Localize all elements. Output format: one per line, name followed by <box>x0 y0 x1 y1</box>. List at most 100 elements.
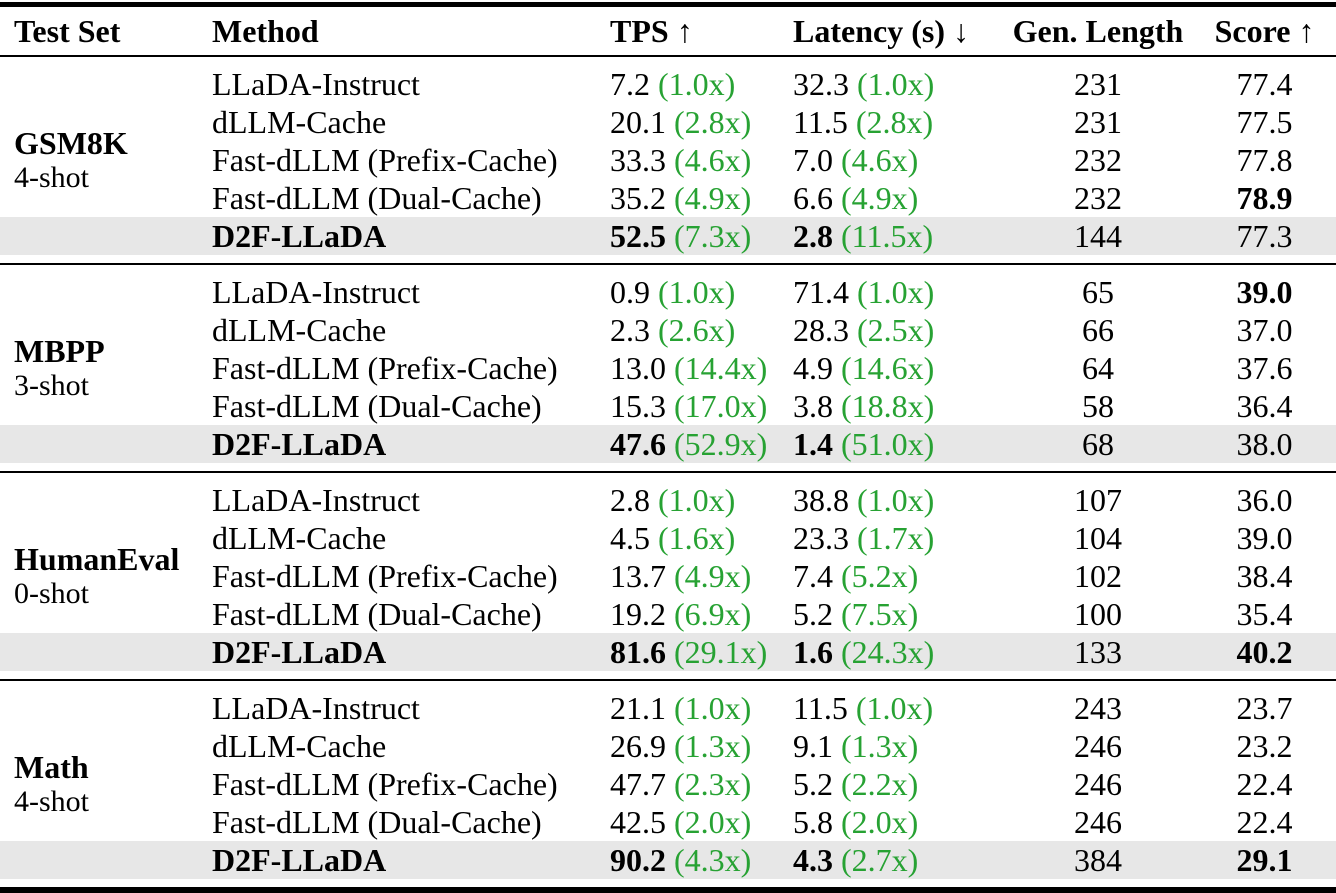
score-cell: 29.1 <box>1236 842 1293 878</box>
tps-value: 26.9 <box>610 728 666 764</box>
tps-cell: 42.5 (2.0x) <box>610 803 793 841</box>
gen-length-cell: 232 <box>1074 180 1122 216</box>
tps-speedup-multiplier: (1.3x) <box>674 728 752 764</box>
tps-value: 4.5 <box>610 520 650 556</box>
latency-cell: 7.0 (4.6x) <box>793 141 1003 179</box>
method-cell: Fast-dLLM (Prefix-Cache) <box>212 766 558 802</box>
latency-value: 5.8 <box>793 804 833 840</box>
tps-value: 21.1 <box>610 690 666 726</box>
latency-speedup-multiplier: (51.0x) <box>841 426 935 462</box>
latency-value: 3.8 <box>793 388 833 424</box>
gen-length-cell: 231 <box>1074 66 1122 102</box>
latency-value: 5.2 <box>793 596 833 632</box>
tps-speedup-multiplier: (2.3x) <box>674 766 752 802</box>
method-cell: Fast-dLLM (Dual-Cache) <box>212 596 542 632</box>
table-header-row: Test Set Method TPS ↑ Latency (s) ↓ Gen.… <box>0 2 1336 57</box>
col-header-tps: TPS ↑ <box>610 13 693 49</box>
latency-value: 32.3 <box>793 66 849 102</box>
latency-value: 23.3 <box>793 520 849 556</box>
tps-value: 42.5 <box>610 804 666 840</box>
latency-value: 1.4 <box>793 426 833 462</box>
tps-speedup-multiplier: (4.9x) <box>674 558 752 594</box>
test-set-cell: HumanEval 0-shot <box>0 481 212 671</box>
gen-length-cell: 65 <box>1082 274 1114 310</box>
gen-length-cell: 384 <box>1074 842 1122 878</box>
method-cell: LLaDA-Instruct <box>212 274 420 310</box>
tps-speedup-multiplier: (17.0x) <box>674 388 768 424</box>
method-cell: Fast-dLLM (Dual-Cache) <box>212 388 542 424</box>
col-header-test-set: Test Set <box>14 13 121 49</box>
gen-length-cell: 144 <box>1074 218 1122 254</box>
score-cell: 77.5 <box>1236 104 1293 140</box>
gen-length-cell: 100 <box>1074 596 1122 632</box>
tps-value: 13.0 <box>610 350 666 386</box>
tps-value: 20.1 <box>610 104 666 140</box>
highlight-row-band <box>0 217 1336 255</box>
latency-speedup-multiplier: (5.2x) <box>841 558 919 594</box>
tps-speedup-multiplier: (14.4x) <box>674 350 768 386</box>
method-cell: D2F-LLaDA <box>212 218 387 254</box>
tps-cell: 21.1 (1.0x) <box>610 689 793 727</box>
latency-cell: 23.3 (1.7x) <box>793 519 1003 557</box>
latency-speedup-multiplier: (2.2x) <box>841 766 919 802</box>
method-cell: D2F-LLaDA <box>212 426 387 462</box>
latency-cell: 11.5 (2.8x) <box>793 103 1003 141</box>
gen-length-cell: 104 <box>1074 520 1122 556</box>
tps-cell: 52.5 (7.3x) <box>610 217 793 255</box>
method-cell: LLaDA-Instruct <box>212 66 420 102</box>
test-set-cell: MBPP 3-shot <box>0 273 212 463</box>
latency-value: 11.5 <box>793 104 848 140</box>
tps-value: 15.3 <box>610 388 666 424</box>
score-cell: 39.0 <box>1236 520 1293 556</box>
method-cell: dLLM-Cache <box>212 728 387 764</box>
tps-cell: 81.6 (29.1x) <box>610 633 793 671</box>
gen-length-cell: 66 <box>1082 312 1114 348</box>
score-cell: 36.4 <box>1236 388 1293 424</box>
method-cell: D2F-LLaDA <box>212 634 387 670</box>
gen-length-cell: 107 <box>1074 482 1122 518</box>
test-set-name: HumanEval <box>14 541 180 577</box>
col-header-method: Method <box>212 13 319 49</box>
latency-value: 5.2 <box>793 766 833 802</box>
latency-cell: 5.2 (2.2x) <box>793 765 1003 803</box>
score-cell: 77.3 <box>1236 218 1293 254</box>
latency-speedup-multiplier: (4.9x) <box>841 180 919 216</box>
highlight-row-band <box>0 425 1336 463</box>
tps-speedup-multiplier: (1.6x) <box>658 520 736 556</box>
latency-speedup-multiplier: (2.8x) <box>855 104 934 140</box>
section-math: Math 4-shot LLaDA-Instruct 21.1 (1.0x) 11.5 … <box>0 681 1336 893</box>
score-cell: 23.2 <box>1236 728 1293 764</box>
gen-length-cell: 232 <box>1074 142 1122 178</box>
col-header-latency: Latency (s) ↓ <box>793 13 969 49</box>
score-cell: 77.4 <box>1236 66 1293 102</box>
score-cell: 36.0 <box>1236 482 1293 518</box>
tps-cell: 47.6 (52.9x) <box>610 425 793 463</box>
score-cell: 38.4 <box>1236 558 1293 594</box>
score-cell: 22.4 <box>1236 766 1293 802</box>
latency-value: 7.4 <box>793 558 833 594</box>
latency-value: 11.5 <box>793 690 848 726</box>
latency-cell: 4.9 (14.6x) <box>793 349 1003 387</box>
method-cell: LLaDA-Instruct <box>212 690 420 726</box>
tps-speedup-multiplier: (1.0x) <box>658 274 736 310</box>
tps-cell: 7.2 (1.0x) <box>610 65 793 103</box>
gen-length-cell: 58 <box>1082 388 1114 424</box>
section-humaneval: HumanEval 0-shot LLaDA-Instruct 2.8 (1.0x) 3… <box>0 473 1336 681</box>
latency-cell: 4.3 (2.7x) <box>793 841 1003 879</box>
tps-cell: 47.7 (2.3x) <box>610 765 793 803</box>
latency-cell: 11.5 (1.0x) <box>793 689 1003 727</box>
tps-speedup-multiplier: (2.6x) <box>658 312 736 348</box>
test-set-name: Math <box>14 749 89 785</box>
latency-value: 9.1 <box>793 728 833 764</box>
latency-value: 1.6 <box>793 634 833 670</box>
latency-cell: 9.1 (1.3x) <box>793 727 1003 765</box>
tps-speedup-multiplier: (7.3x) <box>674 218 752 254</box>
test-set-shots: 4-shot <box>14 161 89 194</box>
score-cell: 35.4 <box>1236 596 1293 632</box>
test-set-shots: 4-shot <box>14 785 89 818</box>
tps-speedup-multiplier: (29.1x) <box>674 634 768 670</box>
method-cell: LLaDA-Instruct <box>212 482 420 518</box>
gen-length-cell: 231 <box>1074 104 1122 140</box>
highlight-row-band <box>0 633 1336 671</box>
